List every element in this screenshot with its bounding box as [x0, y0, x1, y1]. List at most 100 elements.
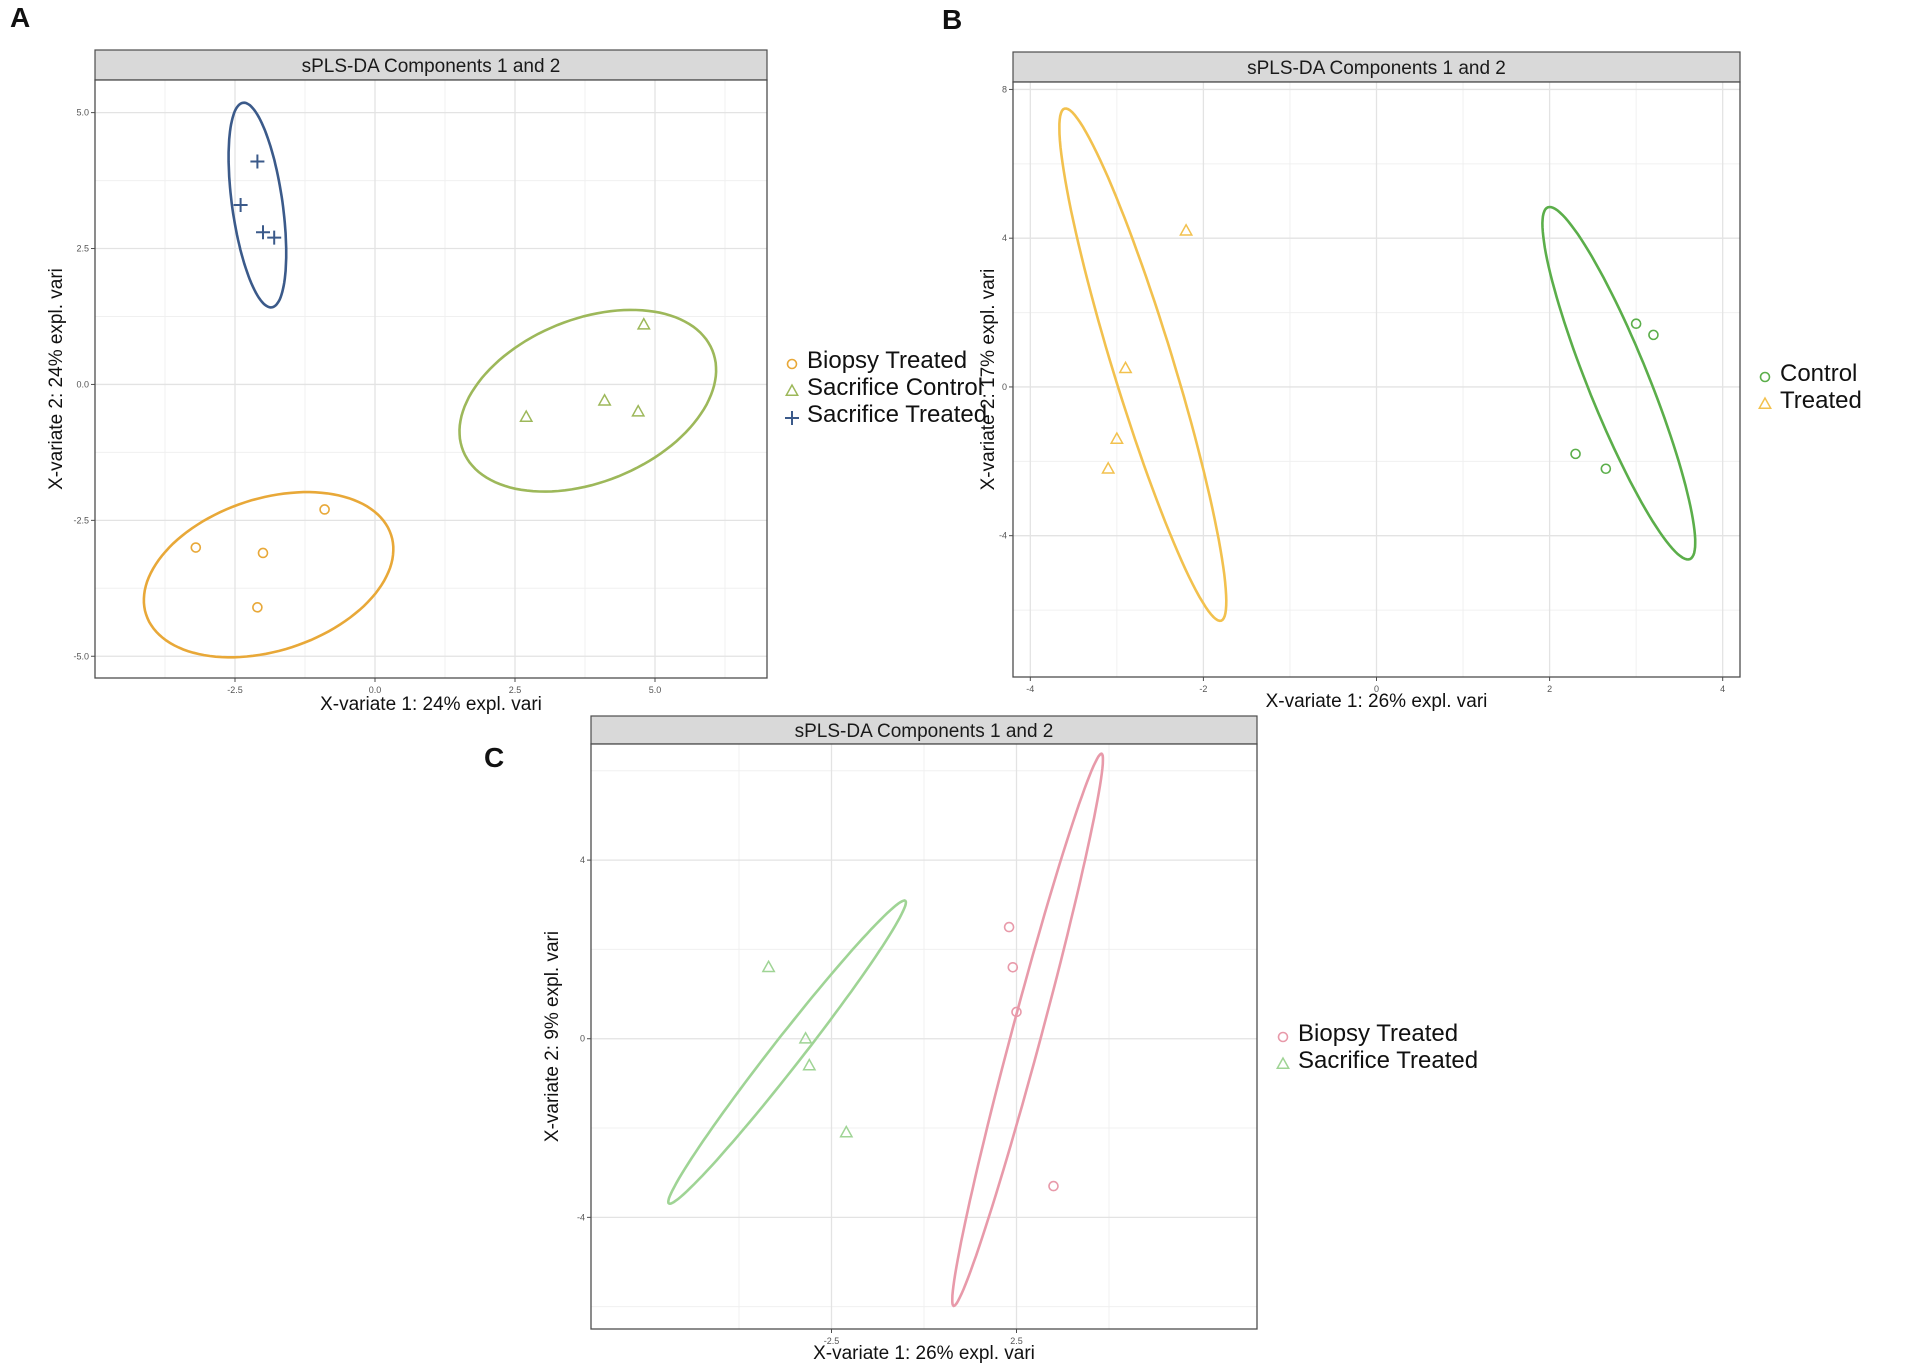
y-tick-label: -4	[577, 1212, 585, 1222]
plot-background	[591, 744, 1257, 1329]
x-axis-label: X-variate 1: 26% expl. vari	[813, 1343, 1035, 1364]
y-tick-label: -2.5	[73, 515, 89, 525]
y-axis-label: X-variate 2: 24% expl. vari	[46, 268, 67, 490]
data-point	[597, 393, 612, 406]
y-tick-label: 8	[1002, 84, 1007, 94]
x-tick-label: -2.5	[824, 1336, 840, 1346]
y-tick-label: 4	[1002, 233, 1007, 243]
series-biopsy-treated	[142, 490, 395, 659]
triangle-marker-icon	[785, 374, 799, 401]
legend-label: Biopsy Treated	[807, 346, 968, 374]
legend-label: Sacrifice Treated	[807, 400, 988, 428]
data-point	[802, 1057, 817, 1071]
circle-marker-icon	[1276, 1020, 1290, 1047]
data-point	[1600, 463, 1612, 475]
x-tick-label: 0	[1374, 684, 1379, 694]
x-tick-label: 2.5	[1010, 1336, 1023, 1346]
data-point	[250, 154, 265, 169]
data-point	[190, 542, 202, 553]
legend-item: Biopsy Treated	[1276, 1020, 1478, 1047]
data-point	[631, 404, 646, 417]
confidence-ellipse	[142, 490, 395, 659]
chart-title: sPLS-DA Components 1 and 2	[1247, 58, 1506, 79]
legend-c: Biopsy Treated Sacrifice Treated	[1276, 1020, 1478, 1074]
legend-label: Sacrifice Control	[807, 373, 984, 401]
circle-marker-icon	[1758, 360, 1772, 387]
x-tick-label: 2.5	[509, 685, 522, 695]
legend-label: Sacrifice Treated	[1298, 1046, 1479, 1074]
x-tick-label: -2.5	[227, 685, 243, 695]
plot-border	[94, 79, 768, 679]
data-point	[1118, 360, 1133, 374]
chart-title-strip	[1012, 51, 1741, 83]
data-point	[1048, 1180, 1059, 1192]
data-point	[233, 198, 248, 213]
legend-item: Sacrifice Control	[785, 374, 987, 401]
x-tick-label: -2	[1199, 684, 1207, 694]
legend-label: Control	[1780, 359, 1858, 387]
x-tick-label: 0.0	[369, 685, 382, 695]
data-point	[761, 959, 776, 973]
data-point	[319, 504, 330, 515]
confidence-ellipse	[1058, 107, 1228, 623]
series-sacrifice-treated	[227, 101, 288, 309]
y-tick-label: 0	[1002, 382, 1007, 392]
legend-marker	[1759, 371, 1771, 383]
data-point	[839, 1124, 854, 1138]
grid-lines	[95, 80, 767, 678]
legend-item: Treated	[1758, 387, 1862, 414]
plot-border	[590, 743, 1258, 1330]
legend-marker	[1277, 1031, 1289, 1043]
circle-marker-icon	[785, 347, 799, 374]
legend-label: Treated	[1780, 386, 1862, 414]
x-axis-label: X-variate 1: 26% expl. vari	[1266, 691, 1488, 712]
y-tick-label: 0.0	[76, 379, 89, 389]
data-point	[1101, 461, 1116, 474]
panel-label-b: B	[942, 4, 963, 35]
legend-item: Biopsy Treated	[785, 347, 987, 374]
confidence-ellipse	[458, 308, 718, 493]
x-tick-label: 4	[1720, 684, 1725, 694]
data-point	[257, 547, 269, 559]
confidence-ellipse	[1541, 205, 1697, 561]
y-tick-label: 2.5	[76, 244, 89, 254]
triangle-marker-icon	[1758, 387, 1772, 414]
y-tick-label: -4	[999, 531, 1007, 541]
legend-marker	[786, 358, 798, 370]
data-point	[267, 230, 282, 245]
legend-item: Sacrifice Treated	[785, 401, 987, 428]
confidence-ellipse	[227, 101, 288, 309]
data-point	[1109, 431, 1124, 444]
data-point	[1648, 329, 1659, 341]
y-tick-label: 5.0	[76, 108, 89, 118]
chart-title-strip	[94, 49, 768, 81]
x-axis-label: X-variate 1: 24% expl. vari	[320, 694, 542, 715]
confidence-ellipse	[951, 752, 1105, 1308]
y-tick-label: 4	[580, 855, 585, 865]
legend-label: Biopsy Treated	[1298, 1019, 1459, 1047]
data-point	[1630, 318, 1642, 330]
series-treated	[1058, 107, 1228, 623]
data-point	[1011, 1006, 1022, 1018]
series-biopsy-treated	[951, 752, 1105, 1308]
series-sacrifice-treated	[666, 899, 908, 1206]
plot-border	[1012, 81, 1741, 678]
x-tick-label: -4	[1026, 684, 1034, 694]
grid-lines	[591, 744, 1257, 1329]
data-point	[636, 317, 651, 330]
data-point	[1570, 448, 1581, 460]
plus-marker-icon	[785, 401, 799, 428]
legend-b: Control Treated	[1758, 360, 1862, 414]
plot-background	[1013, 82, 1740, 677]
y-axis-label: X-variate 2: 9% expl. vari	[542, 931, 563, 1142]
legend-a: Biopsy Treated Sacrifice Control Sacrifice…	[785, 347, 987, 428]
data-point	[519, 409, 534, 423]
legend-marker	[1276, 1056, 1290, 1069]
panel-label-c: C	[484, 742, 505, 773]
legend-item: Sacrifice Treated	[1276, 1047, 1478, 1074]
data-point	[1003, 921, 1015, 933]
data-point	[798, 1031, 813, 1044]
y-tick-label: -5.0	[73, 651, 89, 661]
chart-title-strip	[590, 715, 1258, 745]
legend-item: Control	[1758, 360, 1862, 387]
